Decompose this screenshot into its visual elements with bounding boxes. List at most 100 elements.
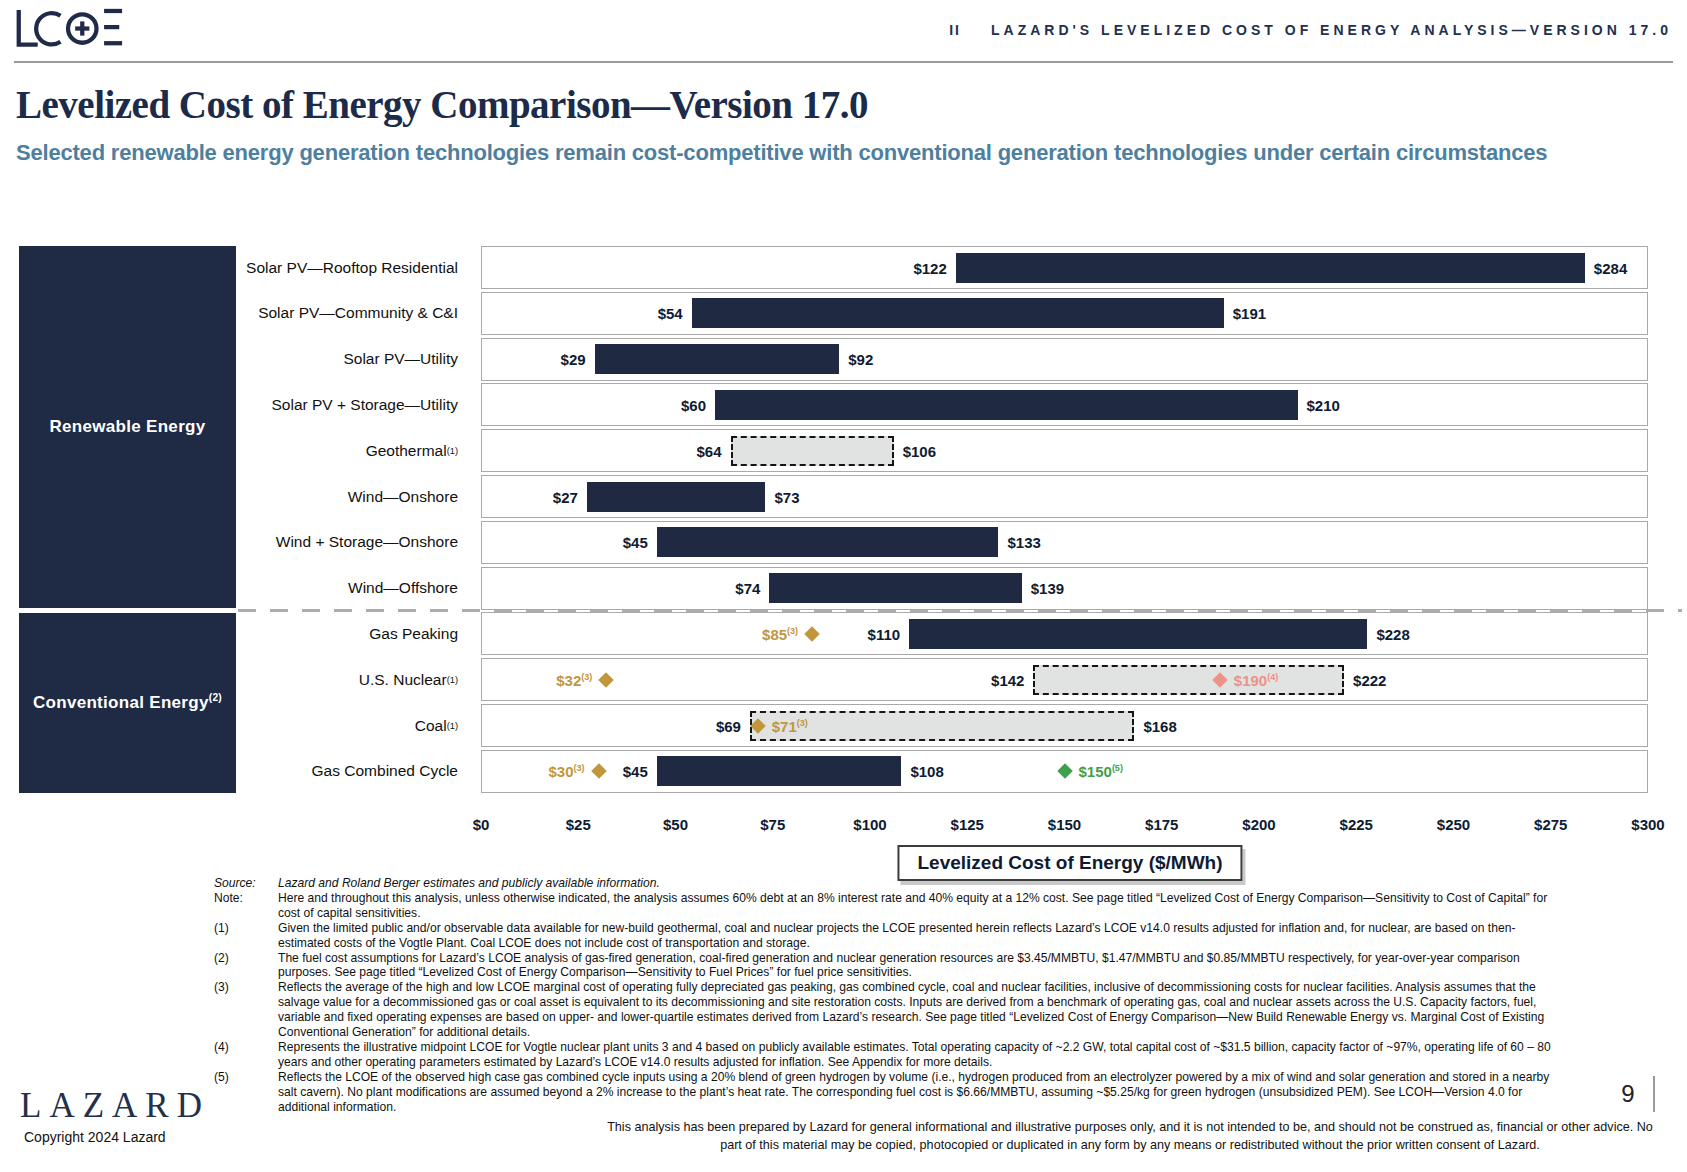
axis-tick-label: $150 — [1048, 816, 1081, 833]
chart-row: $69 $168 $71(3) — [481, 704, 1648, 747]
note-label: (2) — [214, 951, 278, 966]
low-value-label: $142 — [991, 671, 1024, 688]
range-bar — [956, 253, 1585, 283]
disclaimer-text: This analysis has been prepared by Lazar… — [600, 1119, 1660, 1154]
chart-row: $74 $139 — [481, 567, 1648, 610]
category-label: Solar PV—Utility — [0, 338, 470, 381]
marker-value-label: $190(4) — [1234, 671, 1278, 688]
low-value-label: $74 — [735, 580, 760, 597]
section-number: II — [949, 22, 961, 38]
chart-row: $122$284 — [481, 246, 1648, 289]
note-row: (2)The fuel cost assumptions for Lazard’… — [214, 951, 1559, 981]
note-label: (5) — [214, 1070, 278, 1085]
source-notes: Source:Lazard and Roland Berger estimate… — [214, 876, 1559, 1115]
axis-tick-label: $225 — [1340, 816, 1373, 833]
chart-row: $64 $106 — [481, 429, 1648, 472]
marginal-cost-diamond-icon — [591, 764, 607, 780]
lazard-logo: LAZARD — [20, 1086, 210, 1126]
chart-row: $45 $133 — [481, 521, 1648, 564]
range-bar — [587, 482, 766, 512]
low-value-label: $60 — [681, 396, 706, 413]
estimate-range-bar — [1033, 665, 1344, 695]
high-value-label: $92 — [848, 351, 873, 368]
note-label: (4) — [214, 1040, 278, 1055]
axis-tick-label: $125 — [951, 816, 984, 833]
note-row: (3)Reflects the average of the high and … — [214, 980, 1559, 1040]
range-bar — [657, 756, 902, 786]
low-value-label: $64 — [697, 442, 722, 459]
page-subtitle: Selected renewable energy generation tec… — [16, 140, 1676, 166]
note-text: Reflects the LCOE of the observed high c… — [278, 1070, 1559, 1115]
category-label: Gas Combined Cycle — [0, 750, 470, 793]
category-label: Wind + Storage—Onshore — [0, 521, 470, 564]
axis-tick-label: $100 — [853, 816, 886, 833]
high-value-label: $228 — [1376, 625, 1409, 642]
chart-row: $54 $191 — [481, 292, 1648, 335]
page-number-divider — [1653, 1076, 1655, 1112]
high-value-label: $191 — [1233, 305, 1266, 322]
axis-tick-label: $250 — [1437, 816, 1470, 833]
note-label: Source: — [214, 876, 278, 891]
marker-value-label: $71(3) — [772, 717, 808, 734]
marginal-cost-diamond-icon — [598, 672, 614, 688]
high-value-label: $133 — [1007, 534, 1040, 551]
marker-value-label: $85(3) — [762, 625, 798, 642]
high-value-label: $168 — [1143, 717, 1176, 734]
note-text: Given the limited public and/or observab… — [278, 921, 1559, 951]
marginal-cost-diamond-icon — [1057, 764, 1073, 780]
low-value-label: $29 — [561, 351, 586, 368]
category-label: U.S. Nuclear(1) — [0, 658, 470, 701]
note-label: Note: — [214, 891, 278, 906]
axis-tick-label: $50 — [663, 816, 688, 833]
axis-tick-label: $300 — [1631, 816, 1664, 833]
category-label: Solar PV—Community & C&I — [0, 292, 470, 335]
note-row: (4)Represents the illustrative midpoint … — [214, 1040, 1559, 1070]
chart-row: $110 $228 $85(3) — [481, 612, 1648, 655]
category-label: Geothermal(1) — [0, 429, 470, 472]
low-value-label: $69 — [716, 717, 741, 734]
chart-plot-area: $122$284 $54 $191 $29 $92 $60 $210 $64 $106 $27 $7… — [481, 246, 1648, 796]
lcoe-logo-icon — [14, 6, 124, 56]
note-text: Here and throughout this analysis, unles… — [278, 891, 1559, 921]
high-value-label: $106 — [903, 442, 936, 459]
category-label: Solar PV—Rooftop Residential — [0, 246, 470, 289]
axis-tick-label: $275 — [1534, 816, 1567, 833]
high-value-label: $73 — [774, 488, 799, 505]
note-label: (3) — [214, 980, 278, 995]
low-value-label: $27 — [553, 488, 578, 505]
category-label: Solar PV + Storage—Utility — [0, 383, 470, 426]
high-value-label: $108 — [910, 763, 943, 780]
slide: II LAZARD'S LEVELIZED COST OF ENERGY ANA… — [0, 0, 1687, 1172]
category-label: Wind—Onshore — [0, 475, 470, 518]
low-value-label: $45 — [623, 534, 648, 551]
note-text: Lazard and Roland Berger estimates and p… — [278, 876, 1559, 891]
note-row: (1)Given the limited public and/or obser… — [214, 921, 1559, 951]
axis-tick-label: $200 — [1242, 816, 1275, 833]
estimate-range-bar — [731, 436, 894, 466]
range-bar — [769, 573, 1021, 603]
high-value-label: $139 — [1031, 580, 1064, 597]
high-value-label: $284 — [1594, 259, 1627, 276]
note-text: The fuel cost assumptions for Lazard’s L… — [278, 951, 1559, 981]
page-title: Levelized Cost of Energy Comparison—Vers… — [16, 82, 1216, 127]
chart-row: $142$222$32(3)$190(4) — [481, 658, 1648, 701]
axis-tick-label: $175 — [1145, 816, 1178, 833]
x-axis-title: Levelized Cost of Energy ($/MWh) — [917, 852, 1222, 873]
note-label: (1) — [214, 921, 278, 936]
header-divider — [14, 61, 1673, 63]
high-value-label: $210 — [1307, 396, 1340, 413]
low-value-label: $54 — [658, 305, 683, 322]
category-label: Coal(1) — [0, 704, 470, 747]
range-bar — [909, 619, 1367, 649]
range-bar — [692, 298, 1224, 328]
low-value-label: $45 — [623, 763, 648, 780]
chart-row: $60 $210 — [481, 383, 1648, 426]
low-value-label: $110 — [868, 625, 901, 642]
category-label: Gas Peaking — [0, 612, 470, 655]
marker-value-label: $30(3) — [548, 763, 584, 780]
marker-value-label: $32(3) — [556, 671, 592, 688]
chart-row: $29 $92 — [481, 338, 1648, 381]
page-number: 9 — [1610, 1080, 1646, 1108]
axis-tick-label: $25 — [566, 816, 591, 833]
note-text: Represents the illustrative midpoint LCO… — [278, 1040, 1559, 1070]
